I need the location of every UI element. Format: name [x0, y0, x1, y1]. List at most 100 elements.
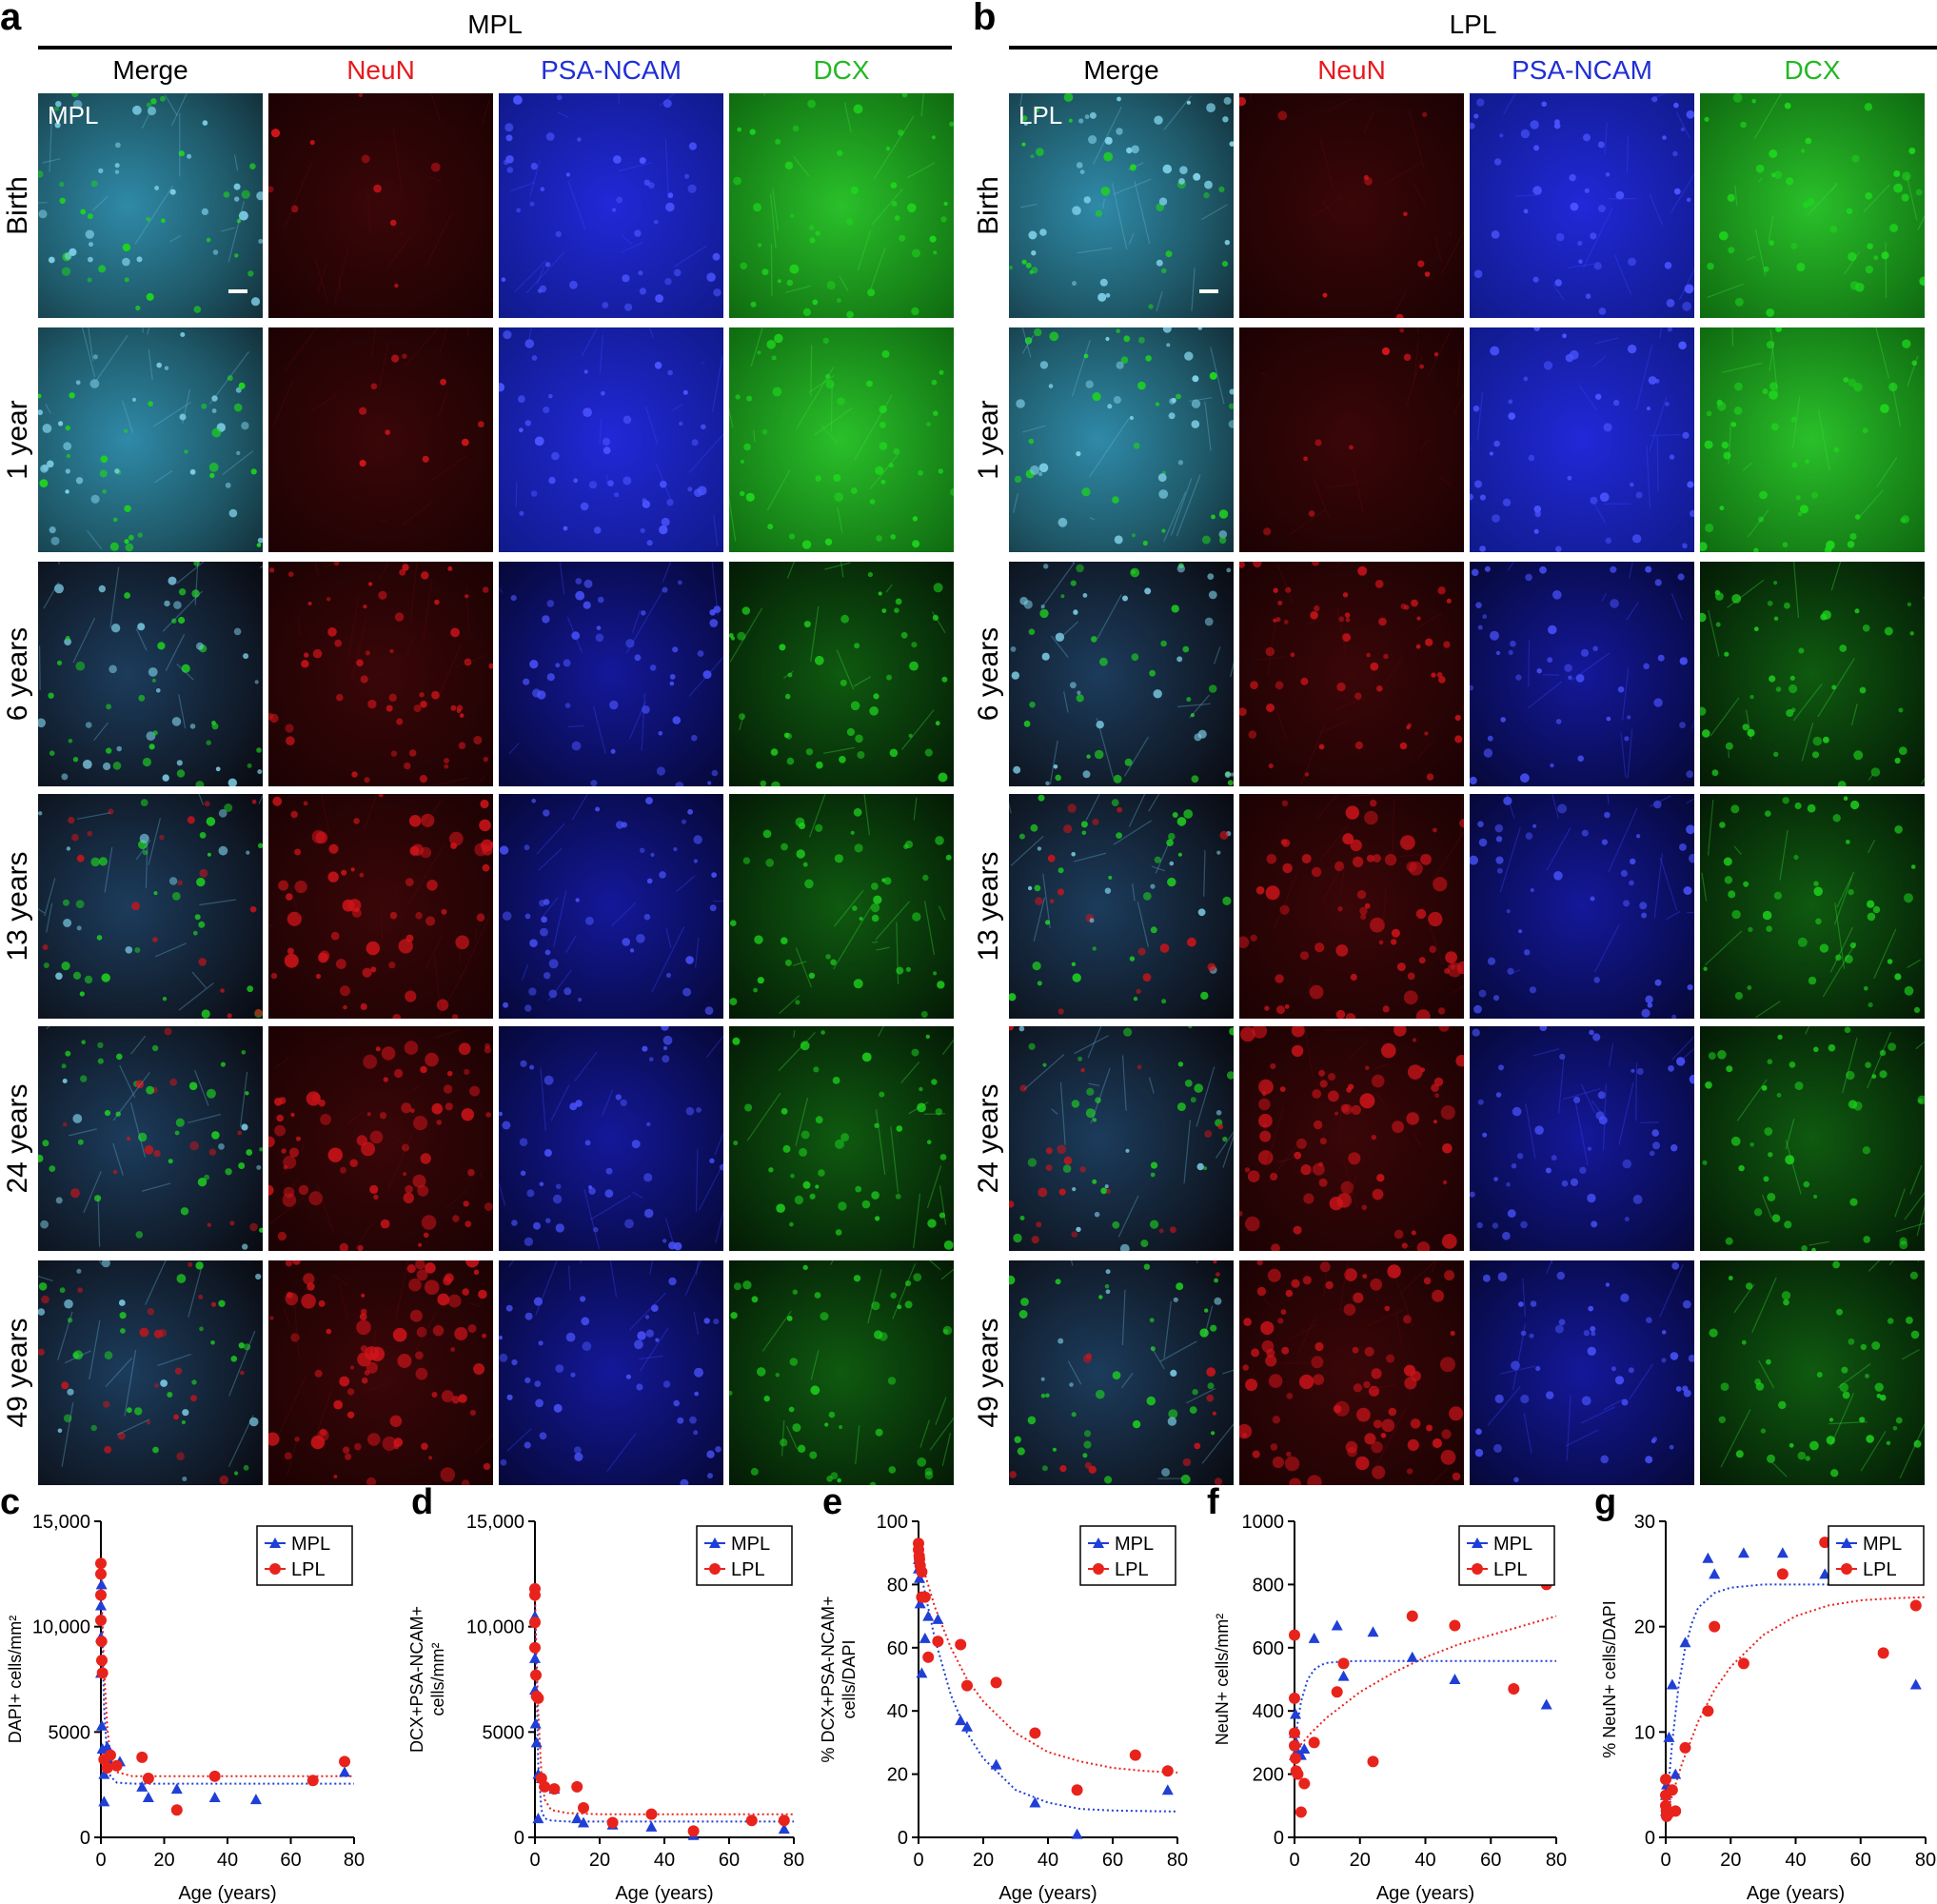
data-point-lpl: [932, 1636, 944, 1648]
row-label-24-years: 24 years: [973, 1083, 1004, 1194]
data-point-lpl: [1161, 1765, 1174, 1777]
x-tick-label: 80: [344, 1850, 365, 1871]
x-axis-label-d: Age (years): [615, 1883, 713, 1904]
quantification-charts: c 0 5000 10,000 15,000 0 20 40 60 80 Age (years) DA…: [0, 1485, 1936, 1904]
y-tick-label: 10,000: [466, 1617, 524, 1638]
data-point-lpl: [1666, 1784, 1678, 1796]
row-label-49-years: 49 years: [2, 1318, 33, 1428]
x-tick-label: 60: [1480, 1850, 1501, 1871]
fit-line-mpl: [1294, 1659, 1556, 1743]
fit-line-mpl: [918, 1561, 1178, 1813]
data-point-lpl: [1877, 1647, 1889, 1659]
data-point-lpl: [1029, 1727, 1041, 1739]
micrograph-left-6-years-merge: [38, 562, 263, 786]
micrograph-left-24-years-green: [729, 1026, 954, 1251]
micrograph-right-49-years-red: [1239, 1260, 1464, 1485]
x-tick-label: 60: [1850, 1850, 1871, 1871]
micrograph-right-24-years-merge: [1009, 1026, 1234, 1251]
data-point-lpl: [306, 1775, 319, 1787]
data-point-lpl: [1295, 1806, 1307, 1818]
data-point-mpl: [136, 1780, 148, 1792]
legend-marker-mpl: [269, 1537, 281, 1548]
data-point-mpl: [1663, 1731, 1675, 1742]
y-tick-label: 20: [887, 1765, 908, 1786]
micrograph-left-24-years-merge: [38, 1026, 263, 1251]
data-point-mpl: [1367, 1626, 1379, 1637]
data-point-mpl: [95, 1719, 108, 1731]
micrograph-left-24-years-red: [268, 1026, 493, 1251]
inset-label-left: MPL: [48, 101, 99, 129]
fit-line-lpl: [1294, 1615, 1557, 1754]
data-point-lpl: [778, 1815, 790, 1827]
data-point-lpl: [1289, 1739, 1300, 1752]
legend-marker-mpl: [1093, 1537, 1104, 1548]
y-tick-label: 0: [1645, 1828, 1655, 1849]
legend-label-lpl: LPL: [731, 1559, 765, 1580]
y-tick-label: 15,000: [466, 1512, 524, 1533]
micrograph-left-13-years-green: [729, 794, 954, 1019]
legend-label-mpl: MPL: [731, 1534, 770, 1555]
micrograph-right-6-years-red: [1239, 562, 1464, 786]
x-tick-label: 40: [1785, 1850, 1806, 1871]
legend-box-c: [256, 1525, 353, 1586]
data-point-mpl: [95, 1599, 107, 1611]
micrograph-left-1-year-green: [729, 327, 954, 552]
micrograph-right-1-year-red: [1239, 327, 1464, 552]
y-tick-label: 800: [1253, 1575, 1284, 1596]
data-point-lpl: [529, 1641, 541, 1654]
y-tick-label: 1000: [1242, 1512, 1285, 1533]
data-point-lpl: [95, 1568, 107, 1580]
data-point-mpl: [1290, 1708, 1302, 1719]
data-point-lpl: [1909, 1599, 1922, 1612]
x-tick-label: 60: [280, 1850, 301, 1871]
y-tick-label: 600: [1253, 1638, 1284, 1659]
micrograph-left-1-year-red: [268, 327, 493, 552]
micrograph-right-6-years-blue: [1470, 562, 1694, 786]
micrograph-left-6-years-blue: [499, 562, 723, 786]
data-point-mpl: [919, 1632, 931, 1643]
data-point-mpl: [1666, 1678, 1678, 1690]
region-rule-mpl: [38, 46, 952, 50]
x-tick-label: 60: [1102, 1850, 1123, 1871]
data-point-lpl: [1289, 1727, 1300, 1739]
legend-marker-mpl: [1472, 1537, 1483, 1548]
data-point-lpl: [1679, 1741, 1691, 1754]
x-axis-label-c: Age (years): [178, 1883, 276, 1904]
scale-bar: [228, 289, 247, 293]
panel-label-c: c: [0, 1485, 20, 1522]
data-point-lpl: [95, 1636, 108, 1648]
legend-marker-mpl: [709, 1537, 721, 1548]
data-point-mpl: [1298, 1743, 1311, 1755]
data-point-lpl: [606, 1816, 619, 1829]
micrograph-right-24-years-red: [1239, 1026, 1464, 1251]
data-point-mpl: [142, 1791, 154, 1802]
row-label-13-years: 13 years: [2, 851, 33, 962]
y-tick-label: 80: [887, 1575, 908, 1596]
legend-marker-mpl: [1841, 1537, 1852, 1548]
row-label-49-years: 49 years: [973, 1318, 1004, 1428]
micrograph-left-13-years-blue: [499, 794, 723, 1019]
data-point-lpl: [578, 1802, 589, 1815]
x-tick-label: 60: [719, 1850, 740, 1871]
inset-label-right: LPL: [1018, 101, 1063, 129]
y-axis-label-f: NeuN+ cells/mm²: [1213, 1614, 1232, 1746]
micrograph-left-24-years-blue: [499, 1026, 723, 1251]
panel-label-b: b: [973, 0, 997, 38]
y-tick-label: 0: [898, 1828, 908, 1849]
column-header-neun: NeuN: [346, 55, 415, 85]
data-point-lpl: [1406, 1610, 1418, 1622]
x-tick-label: 20: [589, 1850, 610, 1871]
x-tick-label: 0: [529, 1850, 540, 1871]
data-point-mpl: [339, 1766, 351, 1777]
x-tick-label: 20: [153, 1850, 174, 1871]
data-point-lpl: [1702, 1705, 1714, 1717]
x-tick-label: 80: [1167, 1850, 1188, 1871]
data-point-mpl: [932, 1613, 944, 1624]
micrograph-right-13-years-red: [1239, 794, 1464, 1019]
data-point-lpl: [136, 1751, 148, 1763]
data-point-lpl: [1298, 1777, 1311, 1790]
data-point-mpl: [530, 1736, 543, 1748]
y-axis-label-g: % NeuN+ cells/DAPI: [1600, 1600, 1619, 1758]
region-title-lpl: LPL: [1449, 10, 1497, 39]
data-point-mpl: [922, 1610, 935, 1621]
